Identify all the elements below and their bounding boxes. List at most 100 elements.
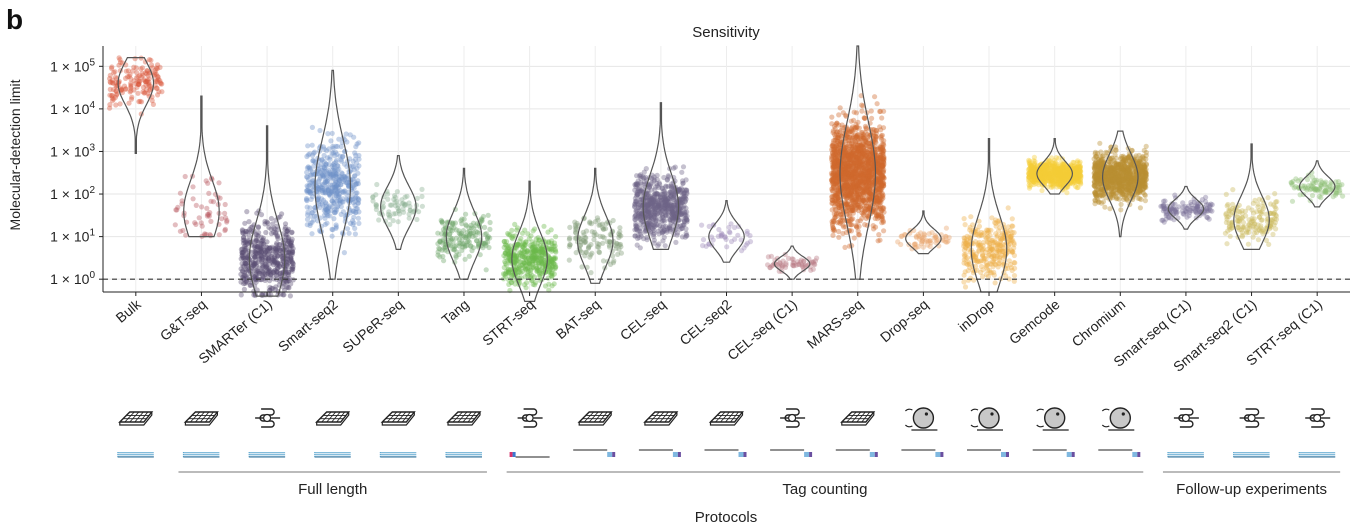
data-point: [670, 215, 676, 221]
data-point: [539, 260, 545, 266]
data-point: [254, 274, 260, 280]
data-point: [329, 150, 335, 156]
data-point: [251, 262, 257, 268]
data-point: [855, 218, 861, 224]
data-point: [534, 255, 540, 261]
data-point: [586, 243, 592, 249]
data-point: [699, 222, 705, 228]
data-point: [344, 196, 350, 202]
data-point: [333, 159, 339, 165]
data-point: [260, 264, 266, 270]
data-point: [241, 281, 247, 287]
data-point: [153, 77, 159, 83]
data-point: [126, 73, 132, 80]
data-point: [857, 145, 863, 151]
data-point: [119, 89, 125, 96]
data-point: [1008, 265, 1015, 271]
data-point: [436, 245, 442, 251]
data-point: [275, 227, 281, 233]
data-point: [305, 184, 311, 190]
data-point: [350, 208, 356, 214]
data-point: [672, 164, 678, 170]
data-point: [319, 168, 325, 174]
data-point: [208, 198, 214, 204]
data-point: [451, 247, 457, 253]
data-point: [333, 178, 339, 184]
data-point: [283, 279, 290, 285]
data-point: [474, 238, 480, 244]
data-point: [862, 222, 868, 228]
data-point: [133, 65, 139, 71]
data-point: [370, 194, 376, 200]
data-point: [530, 259, 536, 265]
data-point: [242, 220, 248, 226]
data-point: [259, 265, 265, 271]
data-point: [253, 246, 259, 252]
data-point: [109, 77, 116, 83]
data-point: [109, 95, 115, 101]
data-point: [128, 96, 135, 102]
data-point: [468, 243, 474, 249]
data-point: [337, 187, 343, 193]
data-point: [328, 171, 334, 177]
data-point: [242, 243, 248, 249]
data-point: [256, 270, 262, 276]
data-point: [459, 241, 465, 247]
data-point: [307, 172, 314, 178]
data-point: [286, 249, 292, 255]
data-point: [370, 198, 376, 204]
data-point: [284, 278, 290, 284]
data-point: [289, 251, 295, 258]
data-point: [514, 253, 520, 260]
data-point: [458, 218, 464, 224]
data-point: [330, 145, 336, 151]
data-point: [307, 180, 313, 186]
data-point: [661, 234, 667, 240]
data-point: [710, 237, 716, 243]
data-point: [869, 161, 875, 167]
data-point: [310, 152, 316, 159]
data-point: [284, 262, 290, 268]
data-point: [505, 251, 511, 257]
data-point: [472, 233, 478, 239]
data-point: [385, 191, 391, 197]
data-point: [505, 252, 511, 258]
data-point: [718, 233, 724, 239]
data-point: [289, 266, 295, 273]
data-point: [680, 178, 686, 184]
data-point: [898, 233, 904, 240]
data-point: [350, 158, 356, 164]
data-point: [662, 243, 668, 249]
data-point: [535, 240, 541, 246]
data-point: [843, 145, 849, 151]
data-point: [136, 81, 142, 87]
data-point: [253, 268, 259, 274]
data-point: [830, 178, 837, 184]
data-point: [328, 172, 334, 178]
data-point: [272, 246, 278, 252]
data-point: [520, 244, 526, 250]
data-point: [257, 270, 263, 276]
data-point: [241, 263, 247, 270]
data-point: [660, 229, 667, 235]
data-point: [872, 224, 879, 230]
data-point: [322, 177, 328, 183]
data-point: [311, 217, 317, 223]
data-point: [470, 233, 476, 240]
data-point: [157, 78, 163, 84]
data-point: [840, 222, 846, 228]
data-point: [392, 199, 398, 205]
data-point: [329, 187, 335, 193]
data-point: [107, 86, 113, 92]
data-point: [965, 268, 971, 274]
data-point: [123, 86, 129, 92]
data-point: [271, 255, 277, 261]
data-point: [321, 182, 327, 188]
data-point: [264, 239, 270, 245]
data-point: [634, 173, 640, 179]
data-point: [319, 187, 325, 193]
data-point: [113, 83, 119, 89]
data-point: [264, 264, 270, 270]
data-point: [222, 227, 228, 234]
data-point: [117, 57, 123, 63]
